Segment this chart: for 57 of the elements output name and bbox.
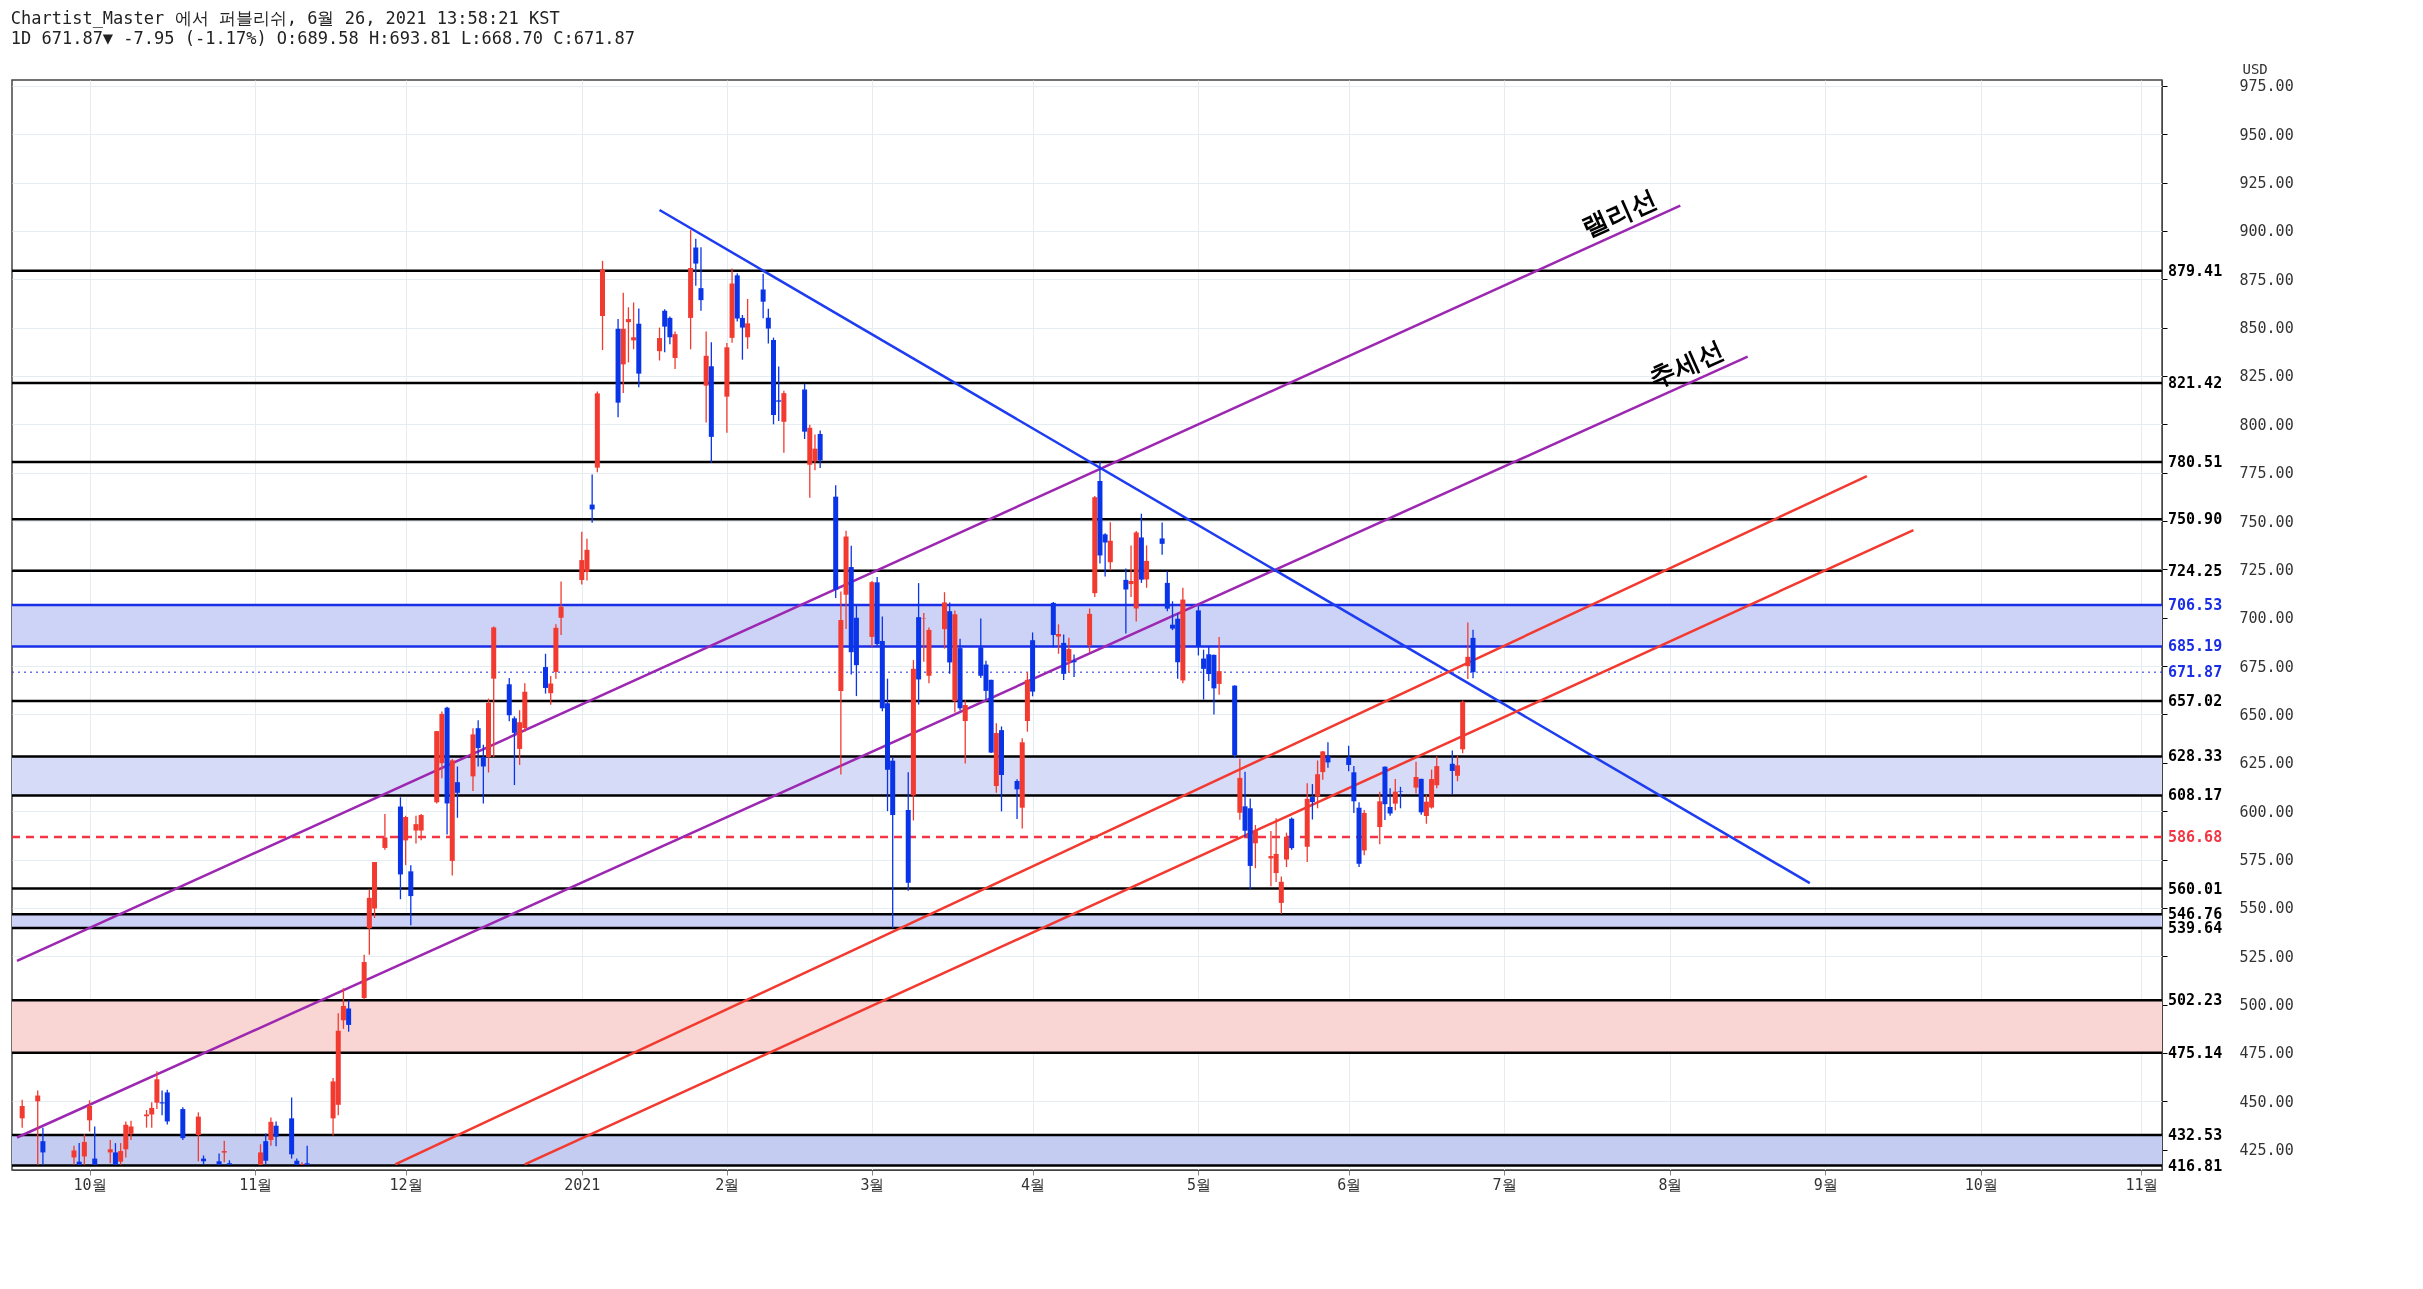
y-tick-label: 550.00 [2239, 899, 2294, 918]
y-tick-label: 975.00 [2239, 77, 2294, 96]
y-tick-label: 850.00 [2239, 319, 2294, 338]
x-tick-label: 11월 [239, 1175, 273, 1194]
ref-line-label: 879.41 [2168, 261, 2223, 280]
y-tick-label: 750.00 [2239, 512, 2294, 531]
y-axis-title: USD [2242, 60, 2268, 77]
ref-line-label: 586.68 [2168, 827, 2223, 846]
ref-line-label: 780.51 [2168, 453, 2223, 472]
y-tick-label: 725.00 [2239, 560, 2294, 579]
y-tick-label: 650.00 [2239, 705, 2294, 724]
x-tick-label: 8월 [1658, 1175, 1683, 1194]
chart-title: Chartist_Master 에서 퍼블리쉬, 6월 26, 2021 13:58:21 KST [10, 8, 560, 28]
y-tick-label: 700.00 [2239, 609, 2294, 628]
ref-line-label: 750.90 [2168, 510, 2223, 529]
x-tick-label: 3월 [860, 1175, 885, 1194]
y-tick-label: 675.00 [2239, 657, 2294, 676]
y-tick-label: 600.00 [2239, 802, 2294, 821]
x-tick-label: 10월 [1964, 1175, 1998, 1194]
y-tick-label: 800.00 [2239, 415, 2294, 434]
y-tick-label: 950.00 [2239, 125, 2294, 144]
chart-subtitle: 1D 671.87▼ -7.95 (-1.17%) O:689.58 H:693.81 L:668.70 C:671.87 [10, 28, 636, 48]
y-tick-label: 775.00 [2239, 464, 2294, 483]
ref-line-label: 416.81 [2168, 1156, 2223, 1175]
ref-line-label: 608.17 [2168, 786, 2223, 805]
ref-line-label: 821.42 [2168, 373, 2223, 392]
x-tick-label: 12월 [389, 1175, 423, 1194]
x-tick-label: 6월 [1337, 1175, 1362, 1194]
x-tick-label: 10월 [73, 1175, 107, 1194]
ref-line-label: 628.33 [2168, 747, 2223, 766]
y-tick-label: 475.00 [2239, 1044, 2294, 1063]
ref-line-label: 706.53 [2168, 596, 2223, 615]
y-tick-label: 875.00 [2239, 270, 2294, 289]
y-tick-label: 525.00 [2239, 947, 2294, 966]
y-tick-label: 500.00 [2239, 996, 2294, 1015]
ref-line-label: 685.19 [2168, 637, 2223, 656]
y-tick-label: 900.00 [2239, 222, 2294, 241]
ref-line-label: 502.23 [2168, 991, 2223, 1010]
ref-line-label: 724.25 [2168, 561, 2223, 580]
x-tick-label: 2월 [715, 1175, 740, 1194]
ref-line-label: 475.14 [2168, 1043, 2223, 1062]
y-tick-label: 425.00 [2239, 1141, 2294, 1160]
ref-line-label: 432.53 [2168, 1126, 2223, 1145]
x-tick-label: 9월 [1813, 1175, 1838, 1194]
y-tick-label: 625.00 [2239, 754, 2294, 773]
y-tick-label: 925.00 [2239, 174, 2294, 193]
y-tick-label: 825.00 [2239, 367, 2294, 386]
x-tick-label: 11월 [2125, 1175, 2159, 1194]
y-tick-label: 575.00 [2239, 851, 2294, 870]
ref-line-label: 671.87 [2168, 663, 2223, 682]
ref-line-label: 560.01 [2168, 879, 2223, 898]
x-tick-label: 5월 [1186, 1175, 1211, 1194]
y-tick-label: 450.00 [2239, 1092, 2294, 1111]
x-tick-label: 7월 [1492, 1175, 1517, 1194]
x-tick-label: 2021 [564, 1175, 601, 1194]
x-tick-label: 4월 [1021, 1175, 1046, 1194]
ref-line-label: 657.02 [2168, 691, 2223, 710]
